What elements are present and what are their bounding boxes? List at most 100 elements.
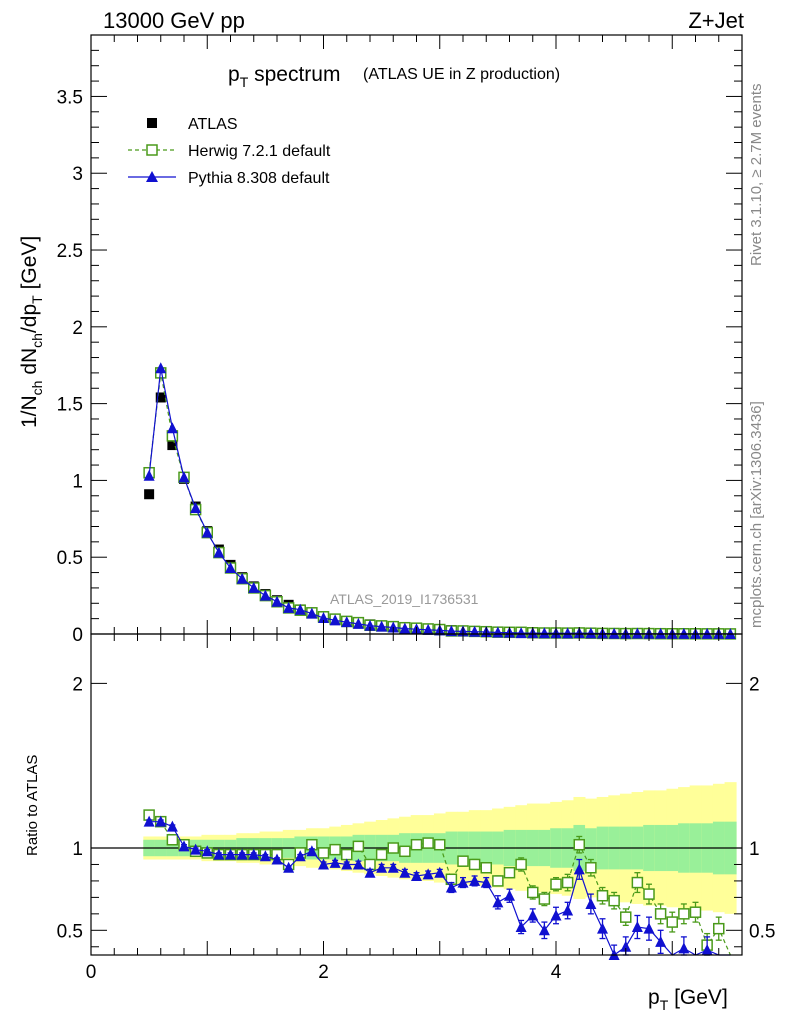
legend: ATLAS Herwig 7.2.1 default Pythia 8.308 … bbox=[128, 116, 331, 187]
ratio-pythia-point bbox=[538, 924, 550, 936]
ratio-pythia-point bbox=[306, 845, 318, 857]
ratio-pythia-point bbox=[492, 896, 504, 908]
ratio-pythia-point bbox=[597, 922, 608, 934]
pythia-point bbox=[445, 625, 457, 637]
ratio-pythia-point bbox=[469, 874, 481, 886]
ratio-pythia-point bbox=[387, 861, 399, 873]
pythia-point bbox=[259, 589, 271, 601]
pythia-point bbox=[155, 362, 167, 374]
pythia-point bbox=[399, 622, 411, 634]
analysis-label: ATLAS_2019_I1736531 bbox=[330, 591, 479, 607]
ratio-pythia-point bbox=[631, 921, 643, 933]
pythia-point bbox=[166, 422, 178, 434]
pythia-point bbox=[248, 581, 260, 593]
ratio-herwig-point bbox=[550, 878, 562, 890]
ratio-pythia-point bbox=[166, 820, 178, 832]
ratio-herwig-line bbox=[148, 814, 731, 956]
x-axis-label: pT [GeV] bbox=[648, 986, 728, 1013]
mcplots-label: mcplots.cern.ch [arXiv:1306.3436] bbox=[748, 401, 765, 628]
ratio-pythia-point bbox=[515, 921, 527, 933]
pythia-point bbox=[515, 627, 527, 639]
ratio-pythia-point bbox=[620, 940, 632, 952]
ratio-herwig-point bbox=[527, 886, 539, 899]
ratio-herwig-point bbox=[387, 842, 399, 854]
pythia-point bbox=[190, 502, 202, 514]
legend-entry-pythia: Pythia 8.308 default bbox=[128, 170, 330, 187]
pythia-point bbox=[608, 627, 620, 639]
ratio-herwig-point bbox=[341, 848, 353, 861]
ratio-herwig-point bbox=[399, 845, 411, 858]
title-main: p bbox=[228, 63, 240, 86]
ratio-herwig-point bbox=[620, 911, 632, 923]
ratio-series bbox=[143, 809, 731, 960]
ratio-herwig-point bbox=[480, 862, 492, 874]
ratio-pythia-point bbox=[178, 840, 190, 852]
ratio-herwig-point bbox=[434, 838, 446, 851]
legend-entry-herwig: Herwig 7.2.1 default bbox=[128, 143, 331, 160]
legend-entry-atlas: ATLAS bbox=[147, 116, 238, 133]
ratio-pythia-point bbox=[364, 866, 376, 878]
ratio-herwig-point bbox=[515, 858, 527, 871]
pythia-point bbox=[422, 623, 434, 635]
x-tick-label: 2 bbox=[318, 962, 329, 983]
y-tick-label-top: 3 bbox=[72, 164, 83, 185]
ratio-pythia-point bbox=[213, 848, 225, 860]
legend-label-pythia: Pythia 8.308 default bbox=[188, 170, 330, 187]
ratio-herwig-point bbox=[596, 889, 609, 902]
ratio-herwig-point bbox=[678, 908, 690, 920]
pythia-point bbox=[306, 607, 318, 619]
ratio-pythia-point bbox=[155, 815, 167, 827]
x-tick-label: 0 bbox=[86, 962, 97, 983]
legend-marker-pythia bbox=[146, 171, 158, 182]
ratio-herwig-point bbox=[608, 894, 620, 907]
ratio-herwig-point bbox=[713, 922, 725, 935]
ratio-herwig-point bbox=[375, 848, 388, 861]
ratio-pythia-point bbox=[643, 922, 655, 934]
ratio-pythia-point bbox=[411, 869, 422, 881]
ratio-herwig-point bbox=[585, 862, 597, 874]
pythia-point bbox=[631, 627, 643, 639]
ratio-pythia-point bbox=[701, 944, 713, 956]
pythia-point bbox=[655, 627, 667, 639]
ratio-tick-label-left: 0.5 bbox=[57, 921, 83, 942]
ratio-herwig-point bbox=[317, 847, 330, 859]
y-tick-label-top: 1 bbox=[72, 471, 83, 492]
ratio-herwig-point bbox=[329, 843, 341, 856]
ratio-pythia-point bbox=[678, 942, 690, 954]
title-sub: T bbox=[240, 74, 249, 90]
title-note: (ATLAS UE in Z production) bbox=[363, 66, 560, 83]
y-tick-label-top: 2 bbox=[72, 318, 83, 339]
plot-title: pT spectrum (ATLAS UE in Z production) bbox=[228, 63, 560, 90]
pythia-point bbox=[364, 619, 376, 631]
pythia-point bbox=[352, 617, 364, 629]
ratio-herwig-point bbox=[410, 838, 423, 851]
y-axis-label-ratio: Ratio to ATLAS bbox=[24, 755, 41, 856]
pythia-point bbox=[538, 627, 550, 639]
ratio-pythia-point bbox=[225, 848, 236, 860]
ratio-pythia-point bbox=[434, 866, 446, 878]
pythia-point bbox=[562, 627, 574, 639]
ratio-tick-label-left: 1 bbox=[72, 839, 83, 860]
ratio-herwig-point bbox=[352, 840, 365, 853]
axes-ticks: 0 2 400.511.522.533.50.5 0.51 12 2 bbox=[57, 34, 775, 983]
pythia-point bbox=[341, 616, 353, 628]
legend-label-atlas: ATLAS bbox=[188, 116, 238, 133]
pythia-point bbox=[143, 469, 155, 481]
ratio-herwig-point bbox=[654, 908, 667, 920]
y-tick-label-top: 3.5 bbox=[57, 87, 83, 108]
pythia-point bbox=[585, 627, 597, 639]
y-tick-label-top: 0.5 bbox=[57, 548, 83, 569]
ratio-pythia-point bbox=[294, 850, 306, 862]
pythia-point bbox=[329, 614, 341, 626]
legend-marker-herwig bbox=[146, 144, 158, 156]
x-tick-label: 4 bbox=[551, 962, 562, 983]
pythia-point bbox=[201, 526, 213, 538]
ratio-pythia-point bbox=[445, 881, 457, 893]
ratio-pythia-point bbox=[190, 843, 202, 855]
ratio-pythia-point bbox=[376, 861, 388, 873]
ratio-herwig-point bbox=[689, 906, 702, 918]
ratio-pythia-point bbox=[236, 848, 248, 860]
ratio-pythia-point bbox=[283, 861, 295, 873]
pythia-point bbox=[225, 561, 236, 573]
